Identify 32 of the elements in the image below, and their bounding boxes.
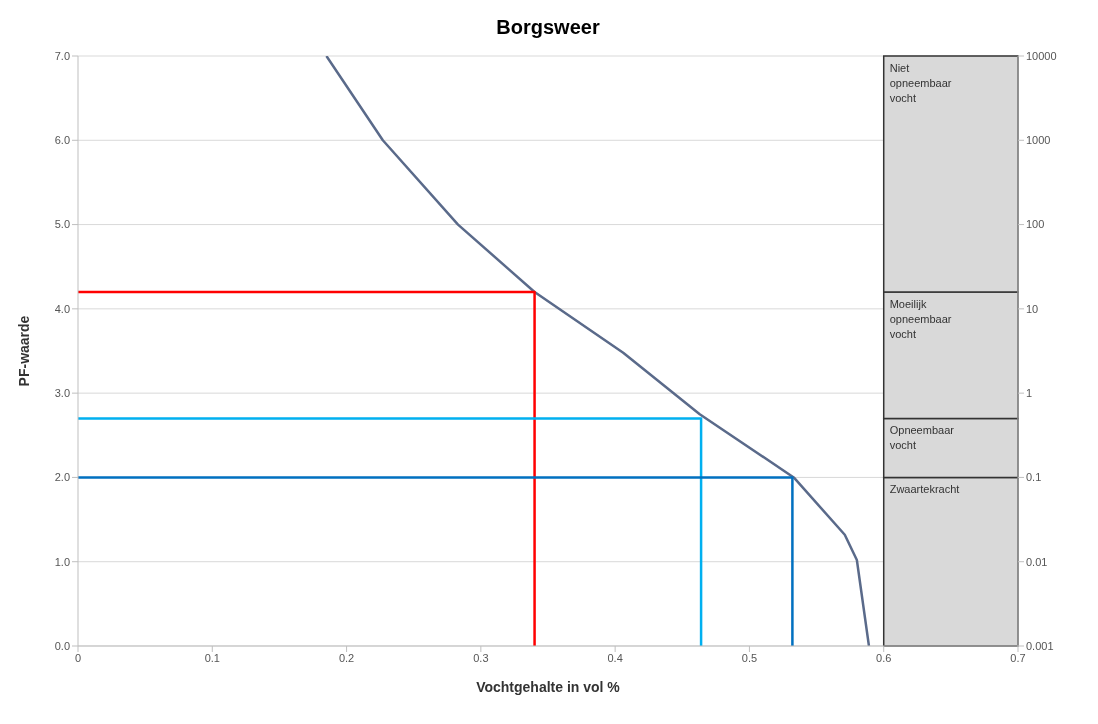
y-axis-title: PF-waarde (15, 315, 32, 387)
y2-tick-label: 10 (1026, 302, 1039, 315)
y2-tick-label: 0.1 (1026, 471, 1042, 484)
x-tick-label: 0.4 (607, 651, 623, 664)
y2-tick-label: 100 (1026, 218, 1045, 231)
y-tick-label: 5.0 (54, 218, 70, 231)
x-tick-label: 0.7 (1010, 651, 1026, 664)
x-tick-label: 0.5 (741, 651, 758, 664)
y-tick-label: 6.0 (54, 134, 70, 147)
y-tick-label: 7.0 (54, 49, 70, 62)
y-tick-label: 1.0 (54, 555, 70, 568)
y-tick-label: 2.0 (54, 471, 70, 484)
x-tick-label: 0.2 (338, 651, 355, 664)
band-label: Zwaartekracht (889, 483, 960, 496)
chart-title: Borgsweer (495, 15, 601, 40)
y2-tick-label: 10000 (1026, 49, 1057, 62)
x-tick-label: 0.6 (876, 651, 892, 664)
y2-tick-label: 0.001 (1026, 639, 1054, 652)
band-label: Moeilijk opneembaar vocht (889, 298, 952, 340)
y-tick-label: 3.0 (54, 387, 70, 400)
band-label: Niet opneembaar vocht (889, 62, 952, 104)
band-label: Opneembaar vocht (889, 424, 955, 452)
x-tick-label: 0.3 (473, 651, 489, 664)
y-tick-label: 0.0 (54, 639, 70, 652)
line-series (325, 56, 871, 646)
x-tick-label: 0.1 (204, 651, 220, 664)
y-tick-label: 4.0 (54, 302, 70, 315)
x-axis-title: Vochtgehalte in vol % (476, 679, 621, 695)
x-tick-label: 0 (74, 651, 82, 664)
y2-tick-label: 1000 (1026, 134, 1051, 147)
y2-tick-label: 0.01 (1026, 555, 1048, 568)
y2-tick-label: 1 (1026, 387, 1033, 400)
